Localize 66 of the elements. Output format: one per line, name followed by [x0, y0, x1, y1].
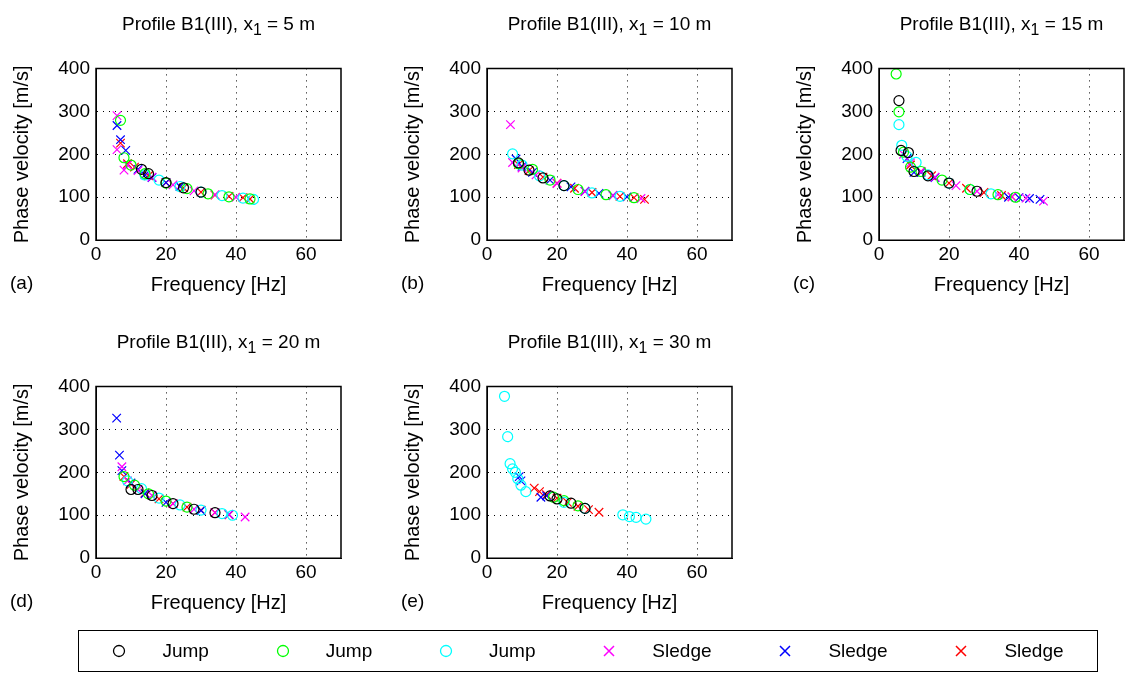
y-tick-label: 0	[862, 228, 873, 250]
y-tick-label: 400	[449, 56, 481, 78]
chart-title: Profile B1(III), x$_{1}$ = 20 m	[115, 331, 322, 357]
y-tick-label: 200	[841, 142, 873, 164]
y-tick-label: 0	[470, 546, 481, 568]
y-tick-label: 300	[449, 99, 481, 121]
text: (a)	[10, 272, 34, 294]
chart-title: Profile B1(III), x$_{1}$ = 10 m	[506, 13, 713, 39]
x-axis-title: Frequency [Hz]	[150, 590, 287, 613]
y-tick-label: 400	[449, 374, 481, 396]
text: (e)	[401, 590, 425, 612]
y-axis-title: Phase velocity [m/s]	[400, 65, 423, 244]
chart-title: Profile B1(III), x$_{1}$ = 30 m	[506, 331, 713, 357]
y-tick-label: 0	[79, 228, 90, 250]
y-tick-label: 100	[58, 185, 90, 207]
legend-label: Sledge	[652, 640, 712, 662]
x-tick-label: 20	[546, 560, 568, 582]
y-tick-label: 0	[470, 228, 481, 250]
x-tick-label: 20	[155, 560, 177, 582]
x-tick-label: 60	[295, 242, 317, 264]
text: (b)	[401, 272, 425, 294]
y-axis-title: Phase velocity [m/s]	[400, 383, 423, 562]
y-tick-label: 100	[841, 185, 873, 207]
y-tick-label: 200	[58, 460, 90, 482]
x-tick-label: 40	[225, 560, 247, 582]
y-tick-label: 400	[58, 56, 90, 78]
x-axis-title: Frequency [Hz]	[150, 272, 287, 295]
y-tick-label: 300	[449, 417, 481, 439]
legend-label: Jump	[162, 640, 209, 662]
y-tick-label: 300	[841, 99, 873, 121]
x-tick-label: 60	[686, 560, 708, 582]
y-tick-label: 400	[58, 374, 90, 396]
y-tick-label: 200	[449, 142, 481, 164]
y-tick-label: 200	[58, 142, 90, 164]
x-axis-title: Frequency [Hz]	[933, 272, 1070, 295]
y-tick-label: 100	[58, 503, 90, 525]
y-axis-title: Phase velocity [m/s]	[792, 65, 815, 244]
x-tick-label: 40	[225, 242, 247, 264]
x-tick-label: 40	[616, 242, 638, 264]
y-tick-label: 400	[841, 56, 873, 78]
y-axis-title: Phase velocity [m/s]	[9, 383, 32, 562]
text: (c)	[793, 272, 816, 294]
y-tick-label: 100	[449, 503, 481, 525]
legend-label: Sledge	[1004, 640, 1064, 662]
x-tick-label: 20	[546, 242, 568, 264]
legend-label: Jump	[325, 640, 373, 662]
x-axis-title: Frequency [Hz]	[541, 272, 678, 295]
x-tick-label: 20	[938, 242, 960, 264]
legend-label: Sledge	[828, 640, 888, 662]
x-tick-label: 40	[1008, 242, 1030, 264]
y-axis-title: Phase velocity [m/s]	[9, 65, 32, 244]
chart-title: Profile B1(III), x$_{1}$ = 15 m	[898, 13, 1105, 39]
x-tick-label: 20	[155, 242, 177, 264]
y-tick-label: 200	[449, 460, 481, 482]
x-tick-label: 60	[686, 242, 708, 264]
x-axis-title: Frequency [Hz]	[541, 590, 678, 613]
x-tick-label: 60	[295, 560, 317, 582]
y-tick-label: 100	[449, 185, 481, 207]
text: (d)	[10, 590, 34, 612]
y-tick-label: 0	[79, 546, 90, 568]
x-tick-label: 40	[616, 560, 638, 582]
x-tick-label: 60	[1078, 242, 1100, 264]
y-tick-label: 300	[58, 99, 90, 121]
y-tick-label: 300	[58, 417, 90, 439]
legend-label: Jump	[489, 640, 536, 662]
chart-title: Profile B1(III), x$_{1}$ = 5 m	[120, 13, 317, 39]
